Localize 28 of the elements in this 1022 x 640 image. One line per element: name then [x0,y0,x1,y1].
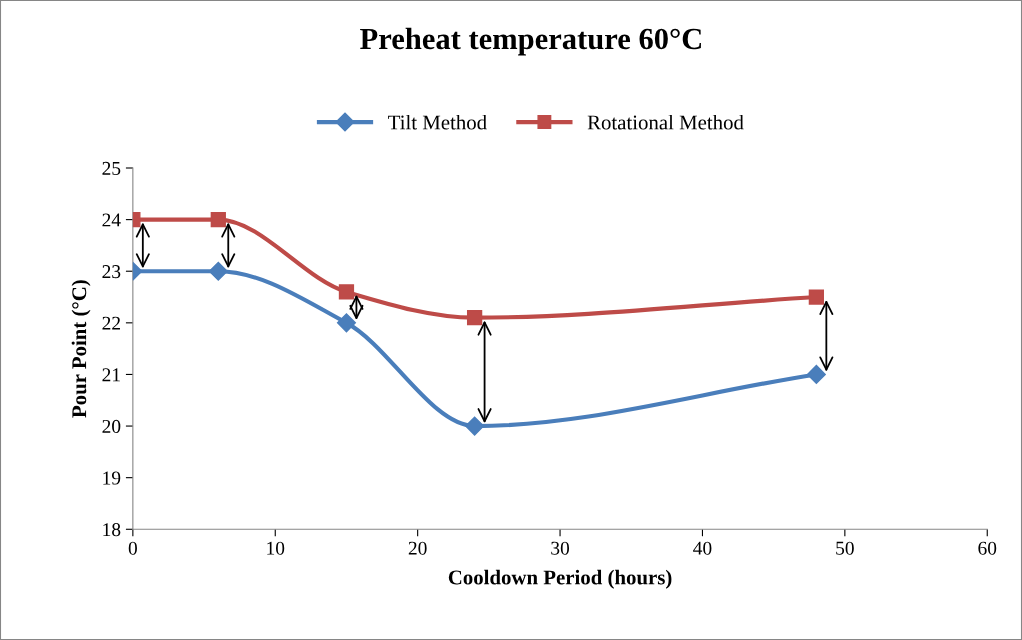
point [806,364,826,384]
point [466,310,483,326]
y-tick-label: 22 [102,316,120,330]
x-axis-title: Cooldown Period (hours) [448,569,672,589]
x-tick-label: 60 [978,541,997,555]
point [336,313,356,333]
legend-label: Tilt Method [388,114,487,130]
point [338,284,355,300]
x-tick-label: 10 [267,541,285,555]
y-axis-title: Pour Point (°C) [71,280,91,418]
point [210,211,226,228]
y-tick-label: 25 [102,161,121,175]
x-tick-label: 20 [408,541,427,555]
point [208,261,228,281]
x-tick-label: 0 [128,541,137,555]
y-tick-label: 24 [102,213,121,227]
point [465,416,485,436]
x-tick-label: 50 [836,541,854,555]
point [808,289,825,305]
chart-title: Preheat temperature 60°C [360,27,701,56]
y-tick-label: 23 [102,265,121,279]
y-tick-label: 18 [103,523,121,537]
x-tick-label: 30 [551,541,570,555]
legend-label: Rotational Method [587,114,744,130]
y-tick-label: 21 [102,368,120,382]
y-tick-label: 19 [103,471,121,485]
x-tick-label: 40 [693,541,712,555]
y-tick-label: 20 [102,419,121,433]
